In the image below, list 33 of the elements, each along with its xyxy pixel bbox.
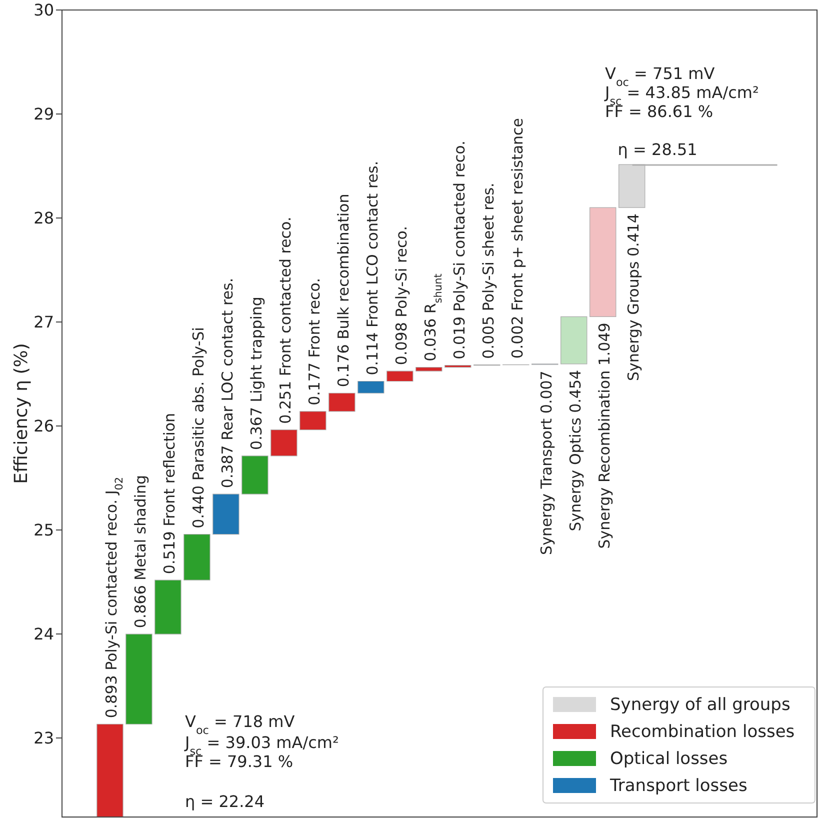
x-tick-label: 0.176 Bulk recombination — [334, 194, 352, 388]
y-tick-label: 28 — [34, 208, 54, 228]
x-tick-label: 0.098 Poly-Si reco. — [392, 226, 410, 366]
x-tick-label: Synergy Recombination 1.049 — [595, 322, 614, 549]
annotation: V$_{oc}$ = 718 mV — [185, 712, 295, 736]
legend-label: Recombination losses — [610, 722, 795, 742]
x-tick-label: 0.019 Poly-Si contacted reco. — [450, 140, 468, 360]
y-tick-label: 24 — [34, 624, 54, 644]
x-tick-label: 0.866 Metal shading — [131, 474, 150, 628]
x-tick-label: 0.440 Parasitic abs. Poly-Si — [189, 327, 208, 528]
legend-label: Transport losses — [609, 776, 748, 796]
y-axis-title: Efficiency η (%) — [11, 343, 32, 484]
x-tick-label: Synergy Transport 0.007 — [537, 370, 556, 555]
y-tick-label: 26 — [34, 416, 54, 436]
x-tick-label: Synergy Optics 0.454 — [566, 370, 584, 532]
x-tick-label: 0.002 Front p+ sheet resistance — [508, 118, 526, 359]
x-tick-label: 0.519 Front reflection — [160, 412, 178, 574]
y-tick-label: 27 — [34, 312, 54, 332]
y-tick-label: 23 — [34, 728, 54, 748]
x-tick-label: 0.177 Front reco. — [305, 278, 324, 406]
x-tick-label: 0.387 Rear LOC contact res. — [218, 278, 236, 488]
y-tick-label: 29 — [34, 104, 54, 124]
legend-label: Optical losses — [610, 749, 728, 769]
x-tick-label: 0.005 Poly-Si sheet res. — [479, 182, 498, 359]
x-tick-label: Synergy Groups 0.414 — [624, 214, 642, 381]
legend-label: Synergy of all groups — [610, 695, 790, 715]
annotation: η = 28.51 — [618, 140, 698, 159]
x-tick-label: 0.367 Light trapping — [247, 296, 266, 450]
annotation: η = 22.24 — [185, 792, 265, 811]
x-tick-label: 0.251 Front contacted reco. — [276, 216, 294, 424]
y-tick-label: 25 — [34, 520, 54, 540]
x-tick-label: 0.114 Front LCO contact res. — [363, 160, 382, 376]
y-tick-label: 30 — [34, 0, 54, 20]
